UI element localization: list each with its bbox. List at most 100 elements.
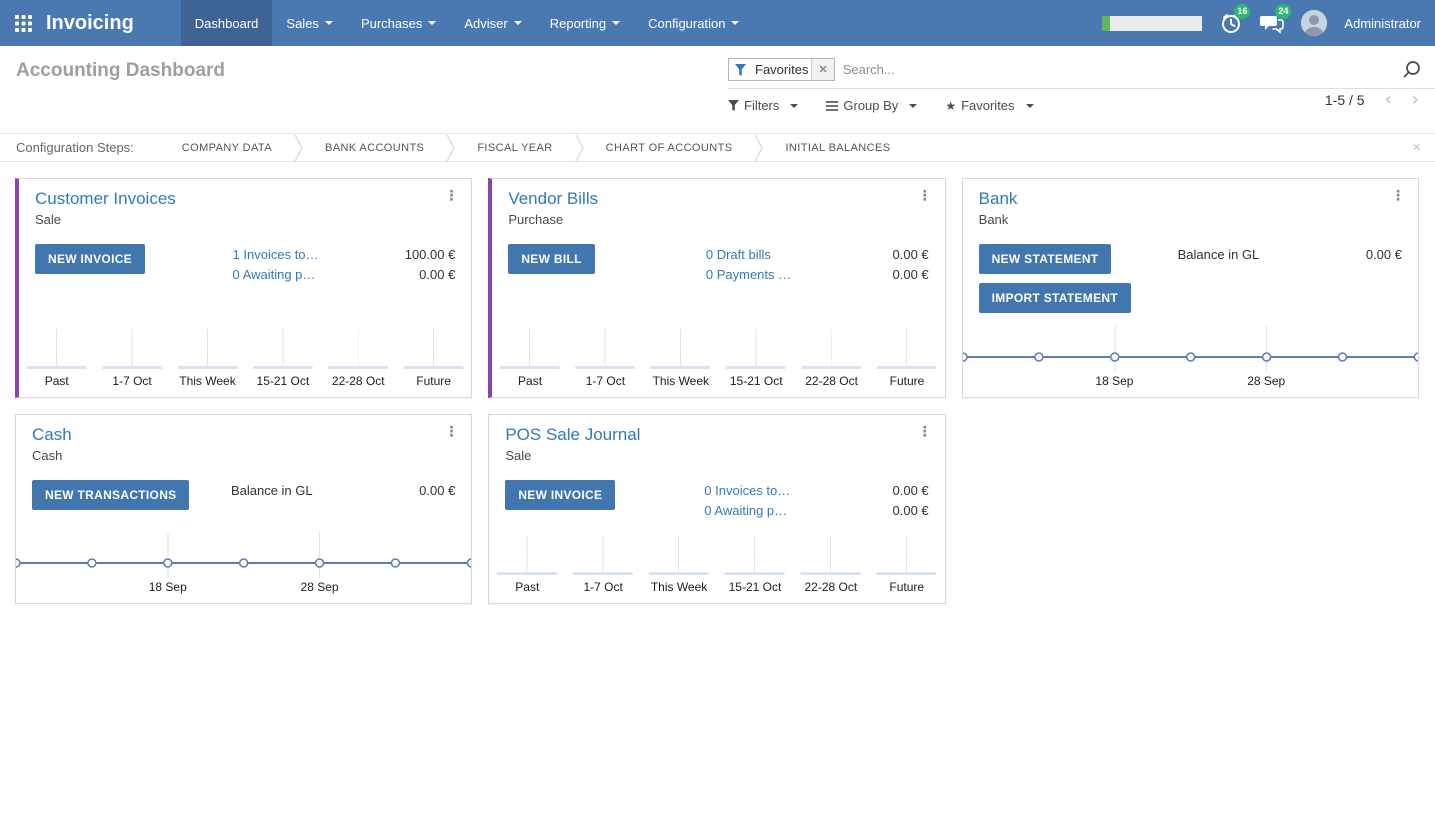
chart-x-label: This Week xyxy=(650,580,708,594)
user-menu[interactable]: Administrator xyxy=(1344,15,1421,31)
menu-configuration[interactable]: Configuration xyxy=(634,0,753,46)
journal-line-chart xyxy=(962,326,1418,372)
card-title-link[interactable]: Customer Invoices xyxy=(35,189,176,208)
trial-progress-fill xyxy=(1102,15,1111,31)
apps-grid-icon[interactable] xyxy=(0,0,46,46)
favorites-button[interactable]: ★ Favorites xyxy=(945,98,1034,113)
card-header: POS Sale Journal Sale xyxy=(489,415,944,463)
card-kebab-menu-icon[interactable]: ⋮ xyxy=(444,188,459,204)
step-separator-icon xyxy=(294,134,303,161)
search-icon[interactable] xyxy=(1402,60,1421,79)
config-bar-close-icon[interactable]: × xyxy=(1412,139,1421,156)
activities-clock-icon[interactable]: 16 xyxy=(1219,4,1251,35)
pager-previous-icon[interactable]: ‹ xyxy=(1384,89,1392,110)
card-kebab-menu-icon[interactable]: ⋮ xyxy=(917,424,932,440)
menu-label: Configuration xyxy=(648,15,726,31)
journal-card-bank: ⋮ Bank Bank NEW STATEMENT IMPORT STATEMEN… xyxy=(961,178,1419,398)
menu-sales[interactable]: Sales xyxy=(272,0,347,46)
journal-stat-row: Balance in GL 0.00 € xyxy=(231,483,455,498)
chart-x-label: 1-7 Oct xyxy=(585,374,626,388)
journal-stat-row: 0 Awaiting p… 0.00 € xyxy=(233,267,456,282)
journal-stat-link[interactable]: 0 Awaiting p… xyxy=(232,267,316,282)
card-title-link[interactable]: POS Sale Journal xyxy=(505,425,641,444)
search-input[interactable] xyxy=(834,60,1402,79)
chevron-down-icon xyxy=(324,21,333,25)
card-title-link[interactable]: Vendor Bills xyxy=(508,189,599,208)
search-facet-favorites[interactable]: Favorites ✕ xyxy=(728,58,835,81)
journal-stat-link[interactable]: 1 Invoices to… xyxy=(232,247,319,262)
chart-x-label: 15-21 Oct xyxy=(729,374,783,388)
search-options-row: Filters Group By ★ Favorites xyxy=(728,98,1435,113)
app-title: Invoicing xyxy=(46,12,134,34)
card-stats: 0 Draft bills 0.00 € 0 Payments … 0.00 € xyxy=(706,244,929,282)
journal-stat-link[interactable]: 0 Draft bills xyxy=(705,247,771,262)
avatar-glyph xyxy=(1301,10,1328,36)
menu-adviser[interactable]: Adviser xyxy=(450,0,535,46)
step-separator-icon xyxy=(446,134,455,161)
configuration-steps-bar: Configuration Steps: COMPANY DATA BANK AC… xyxy=(0,134,1435,162)
top-navbar: Invoicing Dashboard Sales Purchases Advi… xyxy=(0,0,1435,46)
facet-remove-icon[interactable]: ✕ xyxy=(811,59,834,80)
user-avatar[interactable] xyxy=(1301,10,1328,36)
journal-stat-row: 0 Draft bills 0.00 € xyxy=(706,247,929,262)
journal-stat-row: 1 Invoices to… 100.00 € xyxy=(233,247,456,262)
trial-progress-bar[interactable] xyxy=(1102,15,1203,31)
card-body: NEW INVOICE 0 Invoices to… 0.00 € 0 Awai… xyxy=(489,480,944,518)
card-chart-labels: Past 1-7 Oct This Week 15-21 Oct 22-28 Oct Fu… xyxy=(492,374,944,394)
filters-button[interactable]: Filters xyxy=(728,98,799,113)
card-stats: Balance in GL 0.00 € xyxy=(1178,244,1402,313)
config-step-chart-of-accounts[interactable]: CHART OF ACCOUNTS xyxy=(605,141,733,154)
pager-value[interactable]: 1-5 / 5 xyxy=(1324,92,1365,108)
menu-label: Sales xyxy=(286,15,319,31)
config-step-initial-balances[interactable]: INITIAL BALANCES xyxy=(785,141,891,154)
card-title-link[interactable]: Bank xyxy=(978,189,1018,208)
chevron-down-icon xyxy=(513,21,522,25)
import-statement-button[interactable]: IMPORT STATEMENT xyxy=(978,283,1132,313)
card-subtitle: Purchase xyxy=(508,212,564,227)
journal-card-pos-sale-journal: ⋮ POS Sale Journal Sale NEW INVOICE 0 In… xyxy=(488,414,946,604)
journal-stat-label: Balance in GL xyxy=(1177,247,1260,262)
chart-x-label: Future xyxy=(889,374,925,388)
card-body: NEW BILL 0 Draft bills 0.00 € 0 Payments… xyxy=(492,244,944,282)
journal-bar-chart xyxy=(26,329,464,369)
group-by-button[interactable]: Group By xyxy=(826,98,918,113)
pager-next-icon[interactable]: › xyxy=(1411,89,1419,110)
chart-x-label: Future xyxy=(889,580,925,594)
card-kebab-menu-icon[interactable]: ⋮ xyxy=(917,188,932,204)
journal-stat-amount: 0.00 € xyxy=(892,267,929,282)
menu-purchases[interactable]: Purchases xyxy=(347,0,450,46)
journal-bar-chart xyxy=(500,329,937,369)
chart-x-label: 18 Sep xyxy=(148,580,187,594)
new-transactions-button[interactable]: NEW TRANSACTIONS xyxy=(32,480,190,510)
config-step-company-data[interactable]: COMPANY DATA xyxy=(181,141,272,154)
config-step-bank-accounts[interactable]: BANK ACCOUNTS xyxy=(324,141,425,154)
chart-x-label: This Week xyxy=(179,374,236,388)
configuration-steps-label: Configuration Steps: xyxy=(16,140,134,155)
journal-stat-link[interactable]: 0 Awaiting p… xyxy=(704,503,788,518)
journal-line-chart xyxy=(16,532,472,578)
messages-badge: 24 xyxy=(1275,4,1292,19)
menu-dashboard[interactable]: Dashboard xyxy=(180,0,273,46)
group-by-icon xyxy=(826,100,839,111)
card-chart xyxy=(489,532,944,578)
journal-stat-link[interactable]: 0 Payments … xyxy=(705,267,792,282)
new-invoice-button[interactable]: NEW INVOICE xyxy=(35,244,145,274)
card-kebab-menu-icon[interactable]: ⋮ xyxy=(444,424,459,440)
menu-reporting[interactable]: Reporting xyxy=(536,0,634,46)
card-chart xyxy=(19,326,471,372)
new-invoice-button[interactable]: NEW INVOICE xyxy=(505,480,616,510)
search-bar: Favorites ✕ xyxy=(728,56,1435,89)
card-title-link[interactable]: Cash xyxy=(32,425,72,444)
systray: 16 24 Administrator xyxy=(1102,0,1435,46)
new-bill-button[interactable]: NEW BILL xyxy=(508,244,595,274)
chart-x-label: This Week xyxy=(652,374,710,388)
journal-stat-row: Balance in GL 0.00 € xyxy=(1178,247,1402,262)
card-kebab-menu-icon[interactable]: ⋮ xyxy=(1391,188,1405,204)
card-body: NEW STATEMENT IMPORT STATEMENT Balance in… xyxy=(963,244,1418,313)
config-step-fiscal-year[interactable]: FISCAL YEAR xyxy=(477,141,553,154)
messages-chat-icon[interactable]: 24 xyxy=(1260,4,1292,35)
filter-button-label: Group By xyxy=(843,98,899,113)
journal-stat-row: 0 Payments … 0.00 € xyxy=(706,267,929,282)
journal-stat-link[interactable]: 0 Invoices to… xyxy=(704,483,791,498)
new-statement-button[interactable]: NEW STATEMENT xyxy=(978,244,1112,274)
